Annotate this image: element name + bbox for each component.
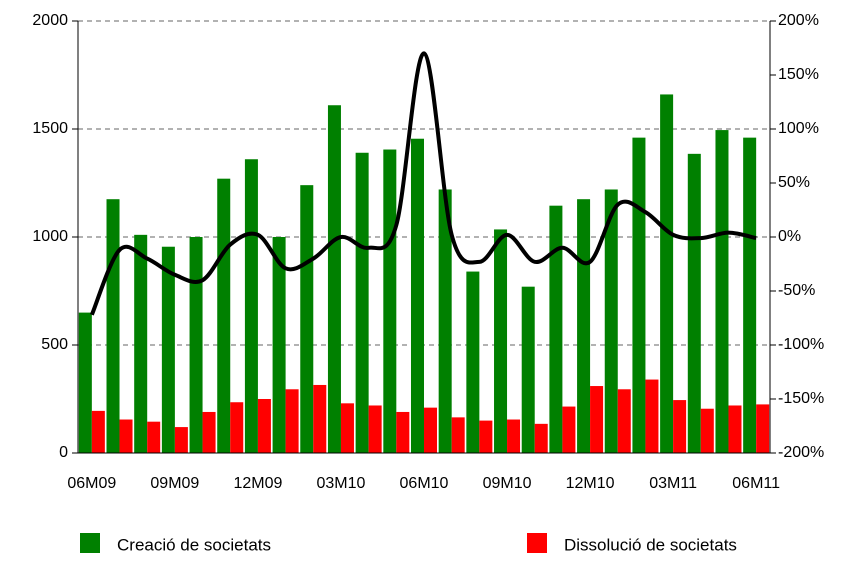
legend-swatch [80, 533, 100, 553]
y-tick-label: 2000 [32, 12, 68, 29]
bar [383, 149, 397, 453]
x-tick-label: 12M10 [566, 475, 615, 492]
y2-tick-label: 100% [778, 120, 819, 137]
bar [479, 420, 493, 453]
x-tick-label: 06M11 [732, 475, 780, 492]
legend-swatch [527, 533, 547, 553]
bar [78, 312, 92, 453]
y2-tick-label: 0% [778, 228, 801, 245]
bar [244, 159, 258, 454]
bar [521, 286, 535, 453]
bar [161, 246, 175, 453]
y2-tick-label: 200% [778, 12, 819, 29]
bar [189, 237, 203, 453]
bar [327, 105, 341, 454]
bar [562, 406, 576, 453]
y-tick-label: 1000 [32, 228, 68, 245]
y-tick-label: 1500 [32, 120, 68, 137]
bar [272, 237, 286, 453]
bar [410, 138, 424, 453]
bar [202, 411, 216, 453]
bar [466, 271, 480, 453]
bar [534, 423, 548, 453]
bar [119, 419, 133, 453]
bar [355, 152, 369, 453]
bar [313, 384, 327, 453]
bar [687, 153, 701, 453]
bar [645, 379, 659, 453]
bar [756, 404, 770, 453]
x-tick-label: 03M11 [649, 475, 697, 492]
bar [715, 130, 729, 453]
bar [147, 421, 161, 453]
y2-tick-label: -100% [778, 336, 824, 353]
bar [217, 178, 231, 453]
bar [549, 205, 563, 453]
bar [728, 405, 742, 453]
bar [590, 386, 604, 453]
bar [285, 389, 299, 453]
legend-label: Creació de societats [117, 535, 271, 554]
bar [700, 408, 714, 453]
bar [396, 411, 410, 453]
bar [604, 189, 618, 454]
x-tick-label: 09M09 [150, 475, 199, 492]
bar [494, 229, 508, 453]
bar [230, 402, 244, 453]
bar [660, 94, 674, 453]
y2-tick-label: 150% [778, 66, 819, 83]
bar [91, 410, 105, 453]
y-tick-label: 0 [59, 444, 68, 461]
bar [451, 417, 465, 453]
x-tick-label: 06M10 [400, 475, 449, 492]
bar [257, 399, 271, 453]
x-tick-label: 09M10 [483, 475, 532, 492]
x-tick-label: 03M10 [316, 475, 365, 492]
y2-tick-label: 50% [778, 174, 810, 191]
bar [300, 185, 314, 453]
bar [424, 407, 438, 453]
y2-tick-label: -50% [778, 282, 815, 299]
legend-label: Dissolució de societats [564, 535, 737, 554]
y2-tick-label: -150% [778, 390, 824, 407]
line [89, 51, 757, 316]
bar [438, 189, 452, 454]
bar [340, 403, 354, 453]
x-tick-label: 12M09 [233, 475, 282, 492]
bar [743, 137, 757, 453]
bar [368, 405, 382, 453]
x-tick-label: 06M09 [67, 475, 116, 492]
bar [174, 427, 188, 453]
y-tick-label: 500 [41, 336, 68, 353]
bar [507, 419, 521, 453]
bar [577, 199, 591, 453]
bar [134, 234, 148, 453]
y2-tick-label: -200% [778, 444, 824, 461]
bar [673, 400, 687, 453]
bar [617, 389, 631, 453]
bar [106, 199, 120, 453]
bar [632, 137, 646, 453]
